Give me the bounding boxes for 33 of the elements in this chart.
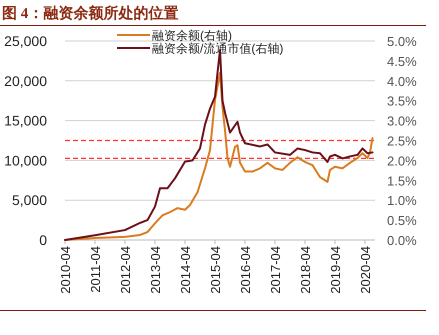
y2-tick-label: 2.0% <box>387 153 418 168</box>
y2-tick-label: 0.0% <box>387 233 418 248</box>
y2-tick-label: 0.5% <box>387 213 418 228</box>
y2-tick-label: 3.5% <box>387 94 418 109</box>
y2-tick-label: 4.0% <box>387 74 418 89</box>
y2-tick-label: 1.0% <box>387 193 418 208</box>
y-tick-label: 20,000 <box>4 72 48 89</box>
y-tick-label: 15,000 <box>4 112 48 129</box>
y2-tick-label: 3.0% <box>387 114 418 129</box>
x-tick-label: 2010-04 <box>58 246 73 294</box>
x-tick-label: 2014-04 <box>178 246 193 294</box>
y2-tick-label: 2.5% <box>387 134 418 148</box>
y2-tick-label: 5.0% <box>387 34 418 49</box>
y-tick-label: 0 <box>39 232 48 248</box>
x-tick-label: 2015-04 <box>208 246 223 294</box>
y-tick-label: 10,000 <box>4 152 48 168</box>
y2-tick-label: 1.5% <box>387 173 418 188</box>
legend-item: 融资余额(右轴) <box>117 28 232 42</box>
y-tick-label: 5,000 <box>12 192 48 208</box>
x-tick-label: 2011-04 <box>88 246 103 293</box>
chart-title: 图 4：融资余额所处的位置 <box>2 4 178 22</box>
y-tick-label: 25,000 <box>4 33 48 49</box>
x-tick-label: 2018-04 <box>298 246 313 294</box>
x-tick-label: 2016-04 <box>238 246 253 294</box>
y2-tick-label: 4.5% <box>387 54 418 69</box>
legend-item: 融资余额/流通市值(右轴) <box>117 42 284 56</box>
x-tick-label: 2013-04 <box>148 246 163 294</box>
x-tick-label: 2017-04 <box>268 246 283 294</box>
x-tick-label: 2020-04 <box>358 246 373 294</box>
x-tick-label: 2012-04 <box>118 246 133 294</box>
legend-label: 融资余额/流通市值(右轴) <box>152 42 284 56</box>
x-tick-label: 2019-04 <box>328 246 343 294</box>
legend-label: 融资余额(右轴) <box>152 28 232 42</box>
